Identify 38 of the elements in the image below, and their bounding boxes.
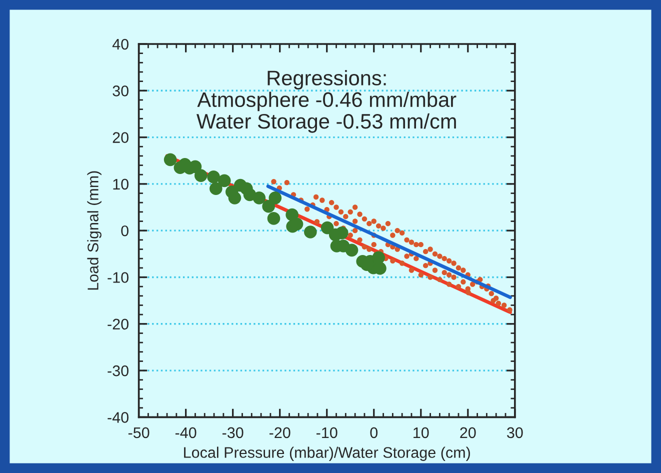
x-tick-label: -10 <box>316 427 338 438</box>
x-tick-label: -30 <box>222 427 244 438</box>
point <box>210 182 222 196</box>
x-tick-label: -20 <box>269 427 290 438</box>
x-tick-label: 30 <box>507 427 523 438</box>
y-tick-label: 10 <box>113 178 128 190</box>
point <box>267 212 280 225</box>
point <box>194 169 208 182</box>
y-tick-label: -10 <box>108 272 128 283</box>
annotation: Water Storage -0.53 mm/cm <box>196 113 456 133</box>
point <box>207 170 220 184</box>
point <box>268 192 282 204</box>
point <box>372 251 385 264</box>
y-tick-label: -30 <box>108 365 128 376</box>
y-tick-label: 40 <box>112 38 128 50</box>
point <box>228 192 242 204</box>
y-tick-label: 30 <box>112 86 128 96</box>
y-tick-label: -40 <box>108 412 128 423</box>
point <box>164 153 177 166</box>
point <box>336 226 348 240</box>
y-tick-label: 0 <box>121 225 128 236</box>
point <box>218 174 231 188</box>
y-axis-title: Load Signal (mm) <box>87 171 102 290</box>
x-tick-label: 20 <box>460 427 476 438</box>
annotation: Atmosphere -0.46 mm/mbar <box>197 92 456 112</box>
point <box>262 200 275 213</box>
point <box>320 221 334 234</box>
y-tick-label: 20 <box>112 132 128 143</box>
y-tick-label: -20 <box>108 318 128 330</box>
point <box>252 192 266 204</box>
point <box>304 226 317 238</box>
x-axis-title: Local Pressure (mbar)/Water Storage (cm) <box>184 446 470 461</box>
x-tick-label: -50 <box>128 427 150 438</box>
point <box>345 244 358 257</box>
annotation: Regressions: <box>268 70 386 90</box>
x-tick-label: -40 <box>175 427 196 438</box>
x-tick-label: 10 <box>414 427 429 438</box>
x-tick-label: 0 <box>370 427 378 438</box>
